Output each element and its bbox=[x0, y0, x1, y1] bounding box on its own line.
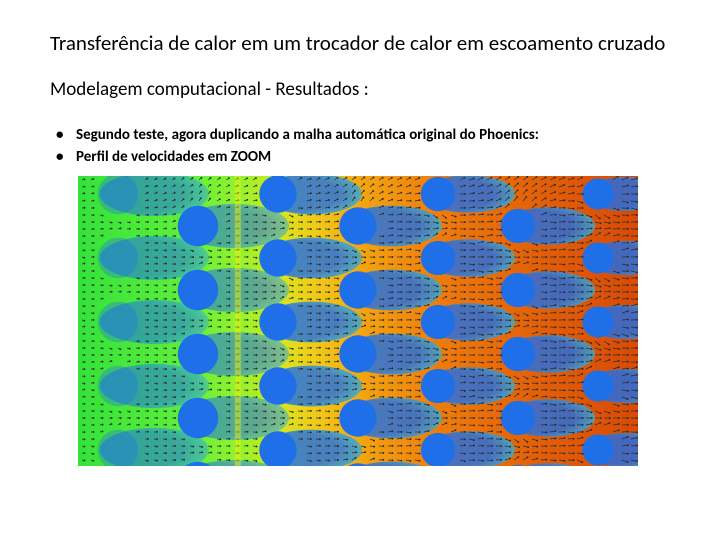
slide: Transferência de calor em um trocador de… bbox=[0, 0, 720, 540]
bullet-list: Segundo teste, agora duplicando a malha … bbox=[50, 125, 680, 168]
page-title: Transferência de calor em um trocador de… bbox=[50, 30, 680, 56]
velocity-profile-plot bbox=[78, 176, 638, 466]
list-item: Perfil de velocidades em ZOOM bbox=[50, 147, 680, 167]
section-subtitle: Modelagem computacional - Resultados : bbox=[50, 78, 680, 101]
cfd-figure bbox=[78, 176, 638, 466]
list-item: Segundo teste, agora duplicando a malha … bbox=[50, 125, 680, 145]
